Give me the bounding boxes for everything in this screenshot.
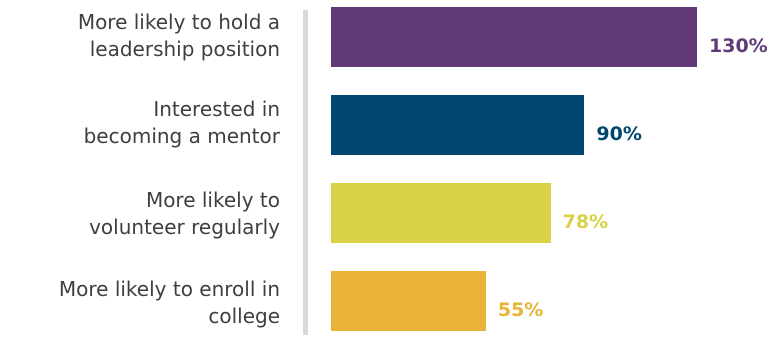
category-label: Interested in becoming a mentor bbox=[83, 97, 280, 148]
category-axis-line bbox=[303, 10, 308, 335]
data-label: 90% bbox=[596, 123, 642, 145]
category-label: More likely to hold a leadership positio… bbox=[77, 10, 280, 61]
bar bbox=[331, 7, 697, 67]
category-label: More likely to volunteer regularly bbox=[89, 188, 280, 239]
bar bbox=[331, 183, 551, 243]
data-label: 55% bbox=[497, 299, 544, 321]
category-label: More likely to enroll in college bbox=[58, 277, 280, 328]
bar bbox=[331, 271, 486, 331]
bar bbox=[331, 95, 585, 155]
data-label: 78% bbox=[562, 211, 609, 233]
data-label: 130% bbox=[709, 35, 768, 57]
